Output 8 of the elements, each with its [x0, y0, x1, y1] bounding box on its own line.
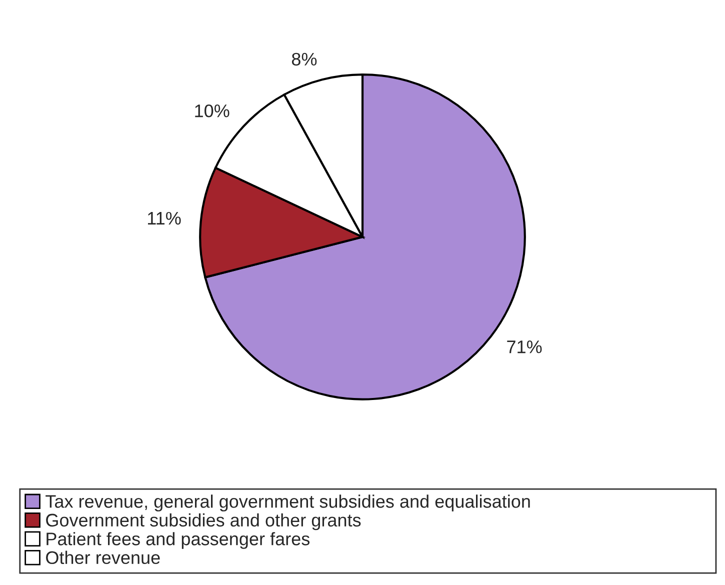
legend-label: Patient fees and passenger fares	[46, 532, 310, 549]
legend-label: Government subsidies and other grants	[46, 513, 361, 530]
data-label: 71%	[507, 340, 542, 354]
legend-label: Other revenue	[46, 550, 160, 564]
data-label: 10%	[195, 104, 230, 118]
legend-label: Tax revenue, general government subsidies and equalisation	[46, 494, 530, 512]
data-label: 11%	[148, 212, 181, 225]
data-label: 8%	[292, 52, 317, 66]
